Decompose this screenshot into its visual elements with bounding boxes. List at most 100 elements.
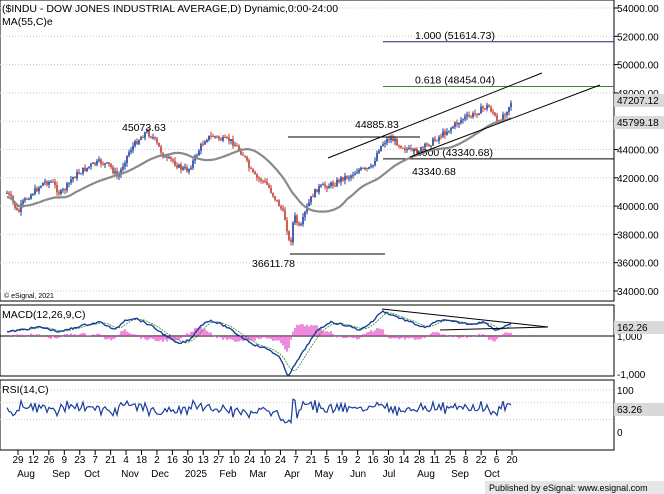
candle-body — [104, 163, 106, 165]
candle-body — [248, 160, 250, 168]
candle-body — [324, 184, 326, 187]
x-tick-label: 29 — [12, 455, 24, 466]
candle-body — [392, 138, 394, 142]
candle-body — [26, 198, 28, 200]
candle-body — [136, 141, 138, 145]
candle-body — [246, 156, 248, 161]
candle-body — [510, 103, 512, 108]
candle-body — [62, 189, 64, 191]
candle-body — [60, 190, 62, 194]
candle-body — [458, 122, 460, 125]
candle-body — [424, 143, 426, 148]
candle-body — [146, 131, 148, 133]
watermark: © eSignal, 2021 — [4, 292, 54, 300]
candle-body — [198, 150, 200, 156]
macd-tick-label: -1,000 — [617, 370, 646, 381]
candle-body — [396, 138, 398, 146]
price-tick-label: 40000.00 — [617, 202, 659, 213]
candle-body — [236, 145, 238, 147]
candle-body — [288, 231, 290, 240]
candle-body — [110, 164, 112, 168]
candle-body — [170, 157, 172, 160]
fib-1000-label: 1.000 (51614.73) — [415, 30, 495, 42]
macd-line — [6, 309, 512, 377]
candle-body — [216, 136, 218, 138]
candle-body — [48, 181, 50, 185]
candle-body — [230, 139, 232, 142]
candle-body — [412, 148, 414, 150]
macd-title: MACD(12,26,9,C) — [2, 309, 85, 321]
ma-value: 45799.18 — [617, 118, 659, 129]
x-month-label: Sep — [52, 469, 70, 480]
candle-body — [296, 215, 298, 224]
candle-body — [114, 171, 116, 173]
candle-body — [436, 140, 438, 142]
candle-body — [36, 188, 38, 192]
x-tick-label: 27 — [213, 455, 225, 466]
fib-618-label: 0.618 (48454.04) — [415, 74, 495, 86]
candle-body — [134, 141, 136, 146]
candle-body — [310, 196, 312, 203]
candle-body — [282, 208, 284, 211]
candle-body — [238, 145, 240, 151]
candle-body — [394, 138, 396, 142]
candle-body — [320, 184, 322, 187]
candle-body — [302, 217, 304, 225]
candle-body — [414, 148, 416, 150]
candle-body — [438, 136, 440, 141]
candle-body — [164, 156, 166, 158]
candle-body — [380, 145, 382, 152]
price-tick-label: 52000.00 — [617, 32, 659, 43]
candle-body — [290, 239, 292, 243]
candle-body — [428, 144, 430, 147]
candle-body — [58, 192, 60, 194]
x-tick-label: 21 — [105, 455, 117, 466]
candle-body — [454, 122, 456, 127]
candle-body — [52, 181, 54, 183]
candle-body — [192, 160, 194, 168]
candle-body — [304, 211, 306, 218]
ma-line — [6, 117, 512, 213]
candle-body — [450, 128, 452, 131]
candle-body — [232, 139, 234, 146]
candle-body — [366, 168, 368, 170]
candle-body — [64, 189, 66, 191]
candle-body — [140, 137, 142, 141]
x-tick-label: 26 — [43, 455, 55, 466]
candle-body — [128, 152, 130, 156]
x-tick-label: 24 — [275, 455, 287, 466]
candle-body — [256, 174, 258, 178]
candle-body — [502, 114, 504, 122]
candle-body — [352, 175, 354, 177]
x-tick-label: 9 — [62, 455, 68, 466]
candle-body — [106, 162, 108, 164]
candle-body — [100, 159, 102, 164]
candle-body — [468, 114, 470, 117]
candle-body — [142, 137, 144, 139]
x-tick-label: 20 — [506, 455, 518, 466]
candle-body — [434, 138, 436, 141]
candle-body — [318, 186, 320, 193]
candle-body — [108, 162, 110, 165]
candle-body — [390, 138, 392, 141]
macd-value-badge — [614, 321, 664, 334]
candle-body — [174, 160, 176, 166]
candle-body — [96, 160, 98, 165]
candle-body — [186, 167, 188, 172]
candle-body — [286, 220, 288, 232]
candle-body — [158, 142, 160, 147]
last-price: 47207.12 — [617, 96, 659, 107]
candle-body — [202, 144, 204, 146]
candle-body — [250, 167, 252, 169]
candle-body — [172, 159, 174, 161]
candle-body — [404, 148, 406, 151]
candle-body — [254, 171, 256, 175]
candle-body — [152, 137, 154, 139]
candle-body — [8, 192, 10, 195]
candle-body — [476, 113, 478, 115]
ma-label: MA(55,C)e — [2, 16, 53, 28]
rsi-tick-label: 100 — [617, 386, 634, 397]
candle-body — [94, 162, 96, 165]
candle-body — [478, 113, 480, 115]
candle-body — [78, 172, 80, 174]
